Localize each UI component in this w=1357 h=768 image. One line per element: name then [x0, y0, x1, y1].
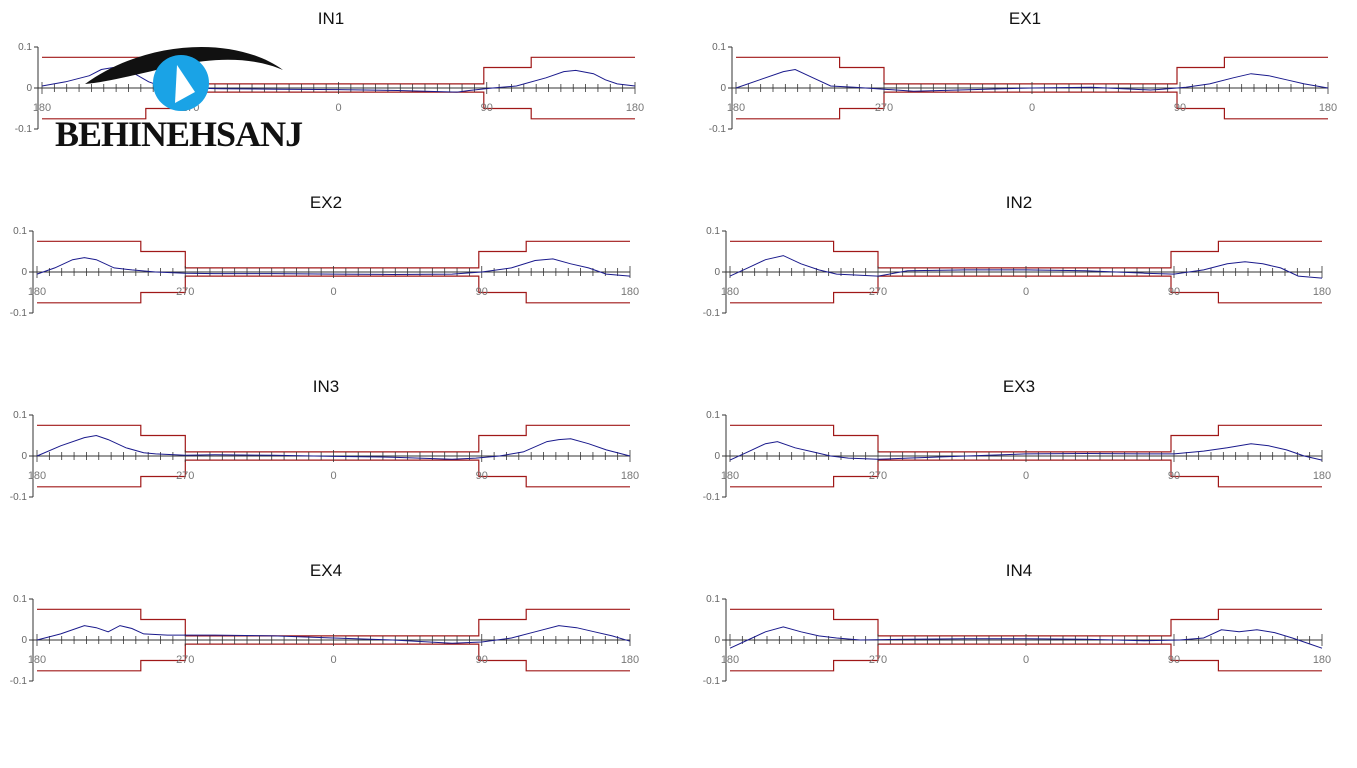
x-tick-label: 270 — [869, 654, 887, 666]
y-tick-label: 0.1 — [13, 594, 27, 605]
measurement-trace — [729, 441, 1323, 461]
chart-title: IN2 — [1006, 193, 1032, 212]
y-tick-label: -0.1 — [703, 308, 721, 319]
measurement-trace — [729, 255, 1323, 279]
y-tick-label: -0.1 — [10, 308, 28, 319]
x-tick-label: 0 — [330, 470, 336, 482]
x-tick-label: 0 — [1029, 102, 1035, 114]
x-tick-label: 180 — [28, 470, 46, 482]
x-tick-label: 270 — [869, 286, 887, 298]
x-tick-label: 0 — [1023, 470, 1029, 482]
x-tick-label: 270 — [875, 102, 893, 114]
x-tick-label: 0 — [1023, 654, 1029, 666]
y-tick-label: -0.1 — [10, 492, 28, 503]
y-tick-label: 0 — [714, 451, 720, 462]
y-tick-label: -0.1 — [703, 676, 721, 687]
x-tick-label: 180 — [28, 286, 46, 298]
y-tick-label: 0.1 — [712, 42, 726, 53]
upper-limit-line — [37, 608, 630, 637]
y-tick-label: -0.1 — [10, 676, 28, 687]
x-tick-label: 180 — [621, 286, 639, 298]
y-tick-label: 0 — [714, 635, 720, 646]
x-tick-label: 90 — [476, 286, 488, 298]
x-tick-label: 0 — [330, 286, 336, 298]
x-tick-label: 180 — [721, 470, 739, 482]
logo-mark-icon — [85, 46, 283, 111]
y-tick-label: -0.1 — [709, 124, 727, 135]
measurement-trace — [36, 434, 631, 460]
y-tick-label: 0.1 — [706, 594, 720, 605]
x-tick-label: 180 — [721, 654, 739, 666]
chart-title: IN1 — [318, 9, 344, 28]
x-tick-label: 180 — [28, 654, 46, 666]
x-tick-label: 90 — [476, 470, 488, 482]
measurement-trace — [735, 68, 1329, 92]
logo-text: BEHINEHSANJ — [55, 114, 303, 154]
y-tick-label: -0.1 — [15, 124, 33, 135]
chart-title: IN3 — [313, 377, 339, 396]
x-tick-label: 0 — [1023, 286, 1029, 298]
x-tick-label: 180 — [727, 102, 745, 114]
y-tick-label: 0 — [714, 267, 720, 278]
lower-limit-line — [730, 275, 1322, 304]
x-tick-label: 90 — [1174, 102, 1186, 114]
y-tick-label: 0 — [21, 451, 27, 462]
x-tick-label: 0 — [335, 102, 341, 114]
y-tick-label: 0 — [21, 635, 27, 646]
x-tick-label: 180 — [621, 654, 639, 666]
y-tick-label: 0 — [21, 267, 27, 278]
lower-limit-line — [736, 91, 1328, 120]
y-tick-label: 0 — [26, 83, 32, 94]
upper-limit-line — [736, 56, 1328, 85]
behinehsanj-logo: BEHINEHSANJ — [55, 40, 317, 158]
y-tick-label: 0.1 — [13, 410, 27, 421]
upper-limit-line — [37, 240, 630, 269]
x-tick-label: 180 — [1313, 470, 1331, 482]
y-tick-label: 0 — [720, 83, 726, 94]
chart-title: EX3 — [1003, 377, 1035, 396]
x-tick-label: 180 — [1313, 654, 1331, 666]
measurement-trace — [729, 626, 1323, 649]
chart-title: EX4 — [310, 561, 342, 580]
upper-limit-line — [730, 608, 1322, 637]
x-tick-label: 180 — [33, 102, 51, 114]
x-tick-label: 90 — [1168, 286, 1180, 298]
x-tick-label: 90 — [1168, 470, 1180, 482]
chart-title: EX1 — [1009, 9, 1041, 28]
x-tick-label: 270 — [176, 654, 194, 666]
y-tick-label: 0.1 — [706, 226, 720, 237]
y-tick-label: 0.1 — [13, 226, 27, 237]
x-tick-label: 0 — [330, 654, 336, 666]
x-tick-label: 90 — [1168, 654, 1180, 666]
lower-limit-line — [37, 643, 630, 672]
y-tick-label: -0.1 — [703, 492, 721, 503]
lower-limit-line — [37, 275, 630, 304]
x-tick-label: 270 — [869, 470, 887, 482]
upper-limit-line — [730, 424, 1322, 453]
x-tick-label: 180 — [1319, 102, 1337, 114]
x-tick-label: 180 — [1313, 286, 1331, 298]
x-tick-label: 180 — [626, 102, 644, 114]
lower-limit-line — [730, 459, 1322, 488]
upper-limit-line — [730, 240, 1322, 269]
chart-title: EX2 — [310, 193, 342, 212]
lower-limit-line — [37, 459, 630, 488]
chart-title: IN4 — [1006, 561, 1032, 580]
lower-limit-line — [42, 91, 635, 120]
x-tick-label: 270 — [176, 470, 194, 482]
upper-limit-line — [37, 424, 630, 453]
x-tick-label: 180 — [721, 286, 739, 298]
y-tick-label: 0.1 — [18, 42, 32, 53]
measurement-trace — [41, 66, 636, 93]
x-tick-label: 180 — [621, 470, 639, 482]
measurement-trace — [36, 625, 631, 644]
x-tick-label: 90 — [476, 654, 488, 666]
x-tick-label: 270 — [176, 286, 194, 298]
x-tick-label: 90 — [481, 102, 493, 114]
lower-limit-line — [730, 643, 1322, 672]
y-tick-label: 0.1 — [706, 410, 720, 421]
measurement-trace — [36, 257, 631, 277]
